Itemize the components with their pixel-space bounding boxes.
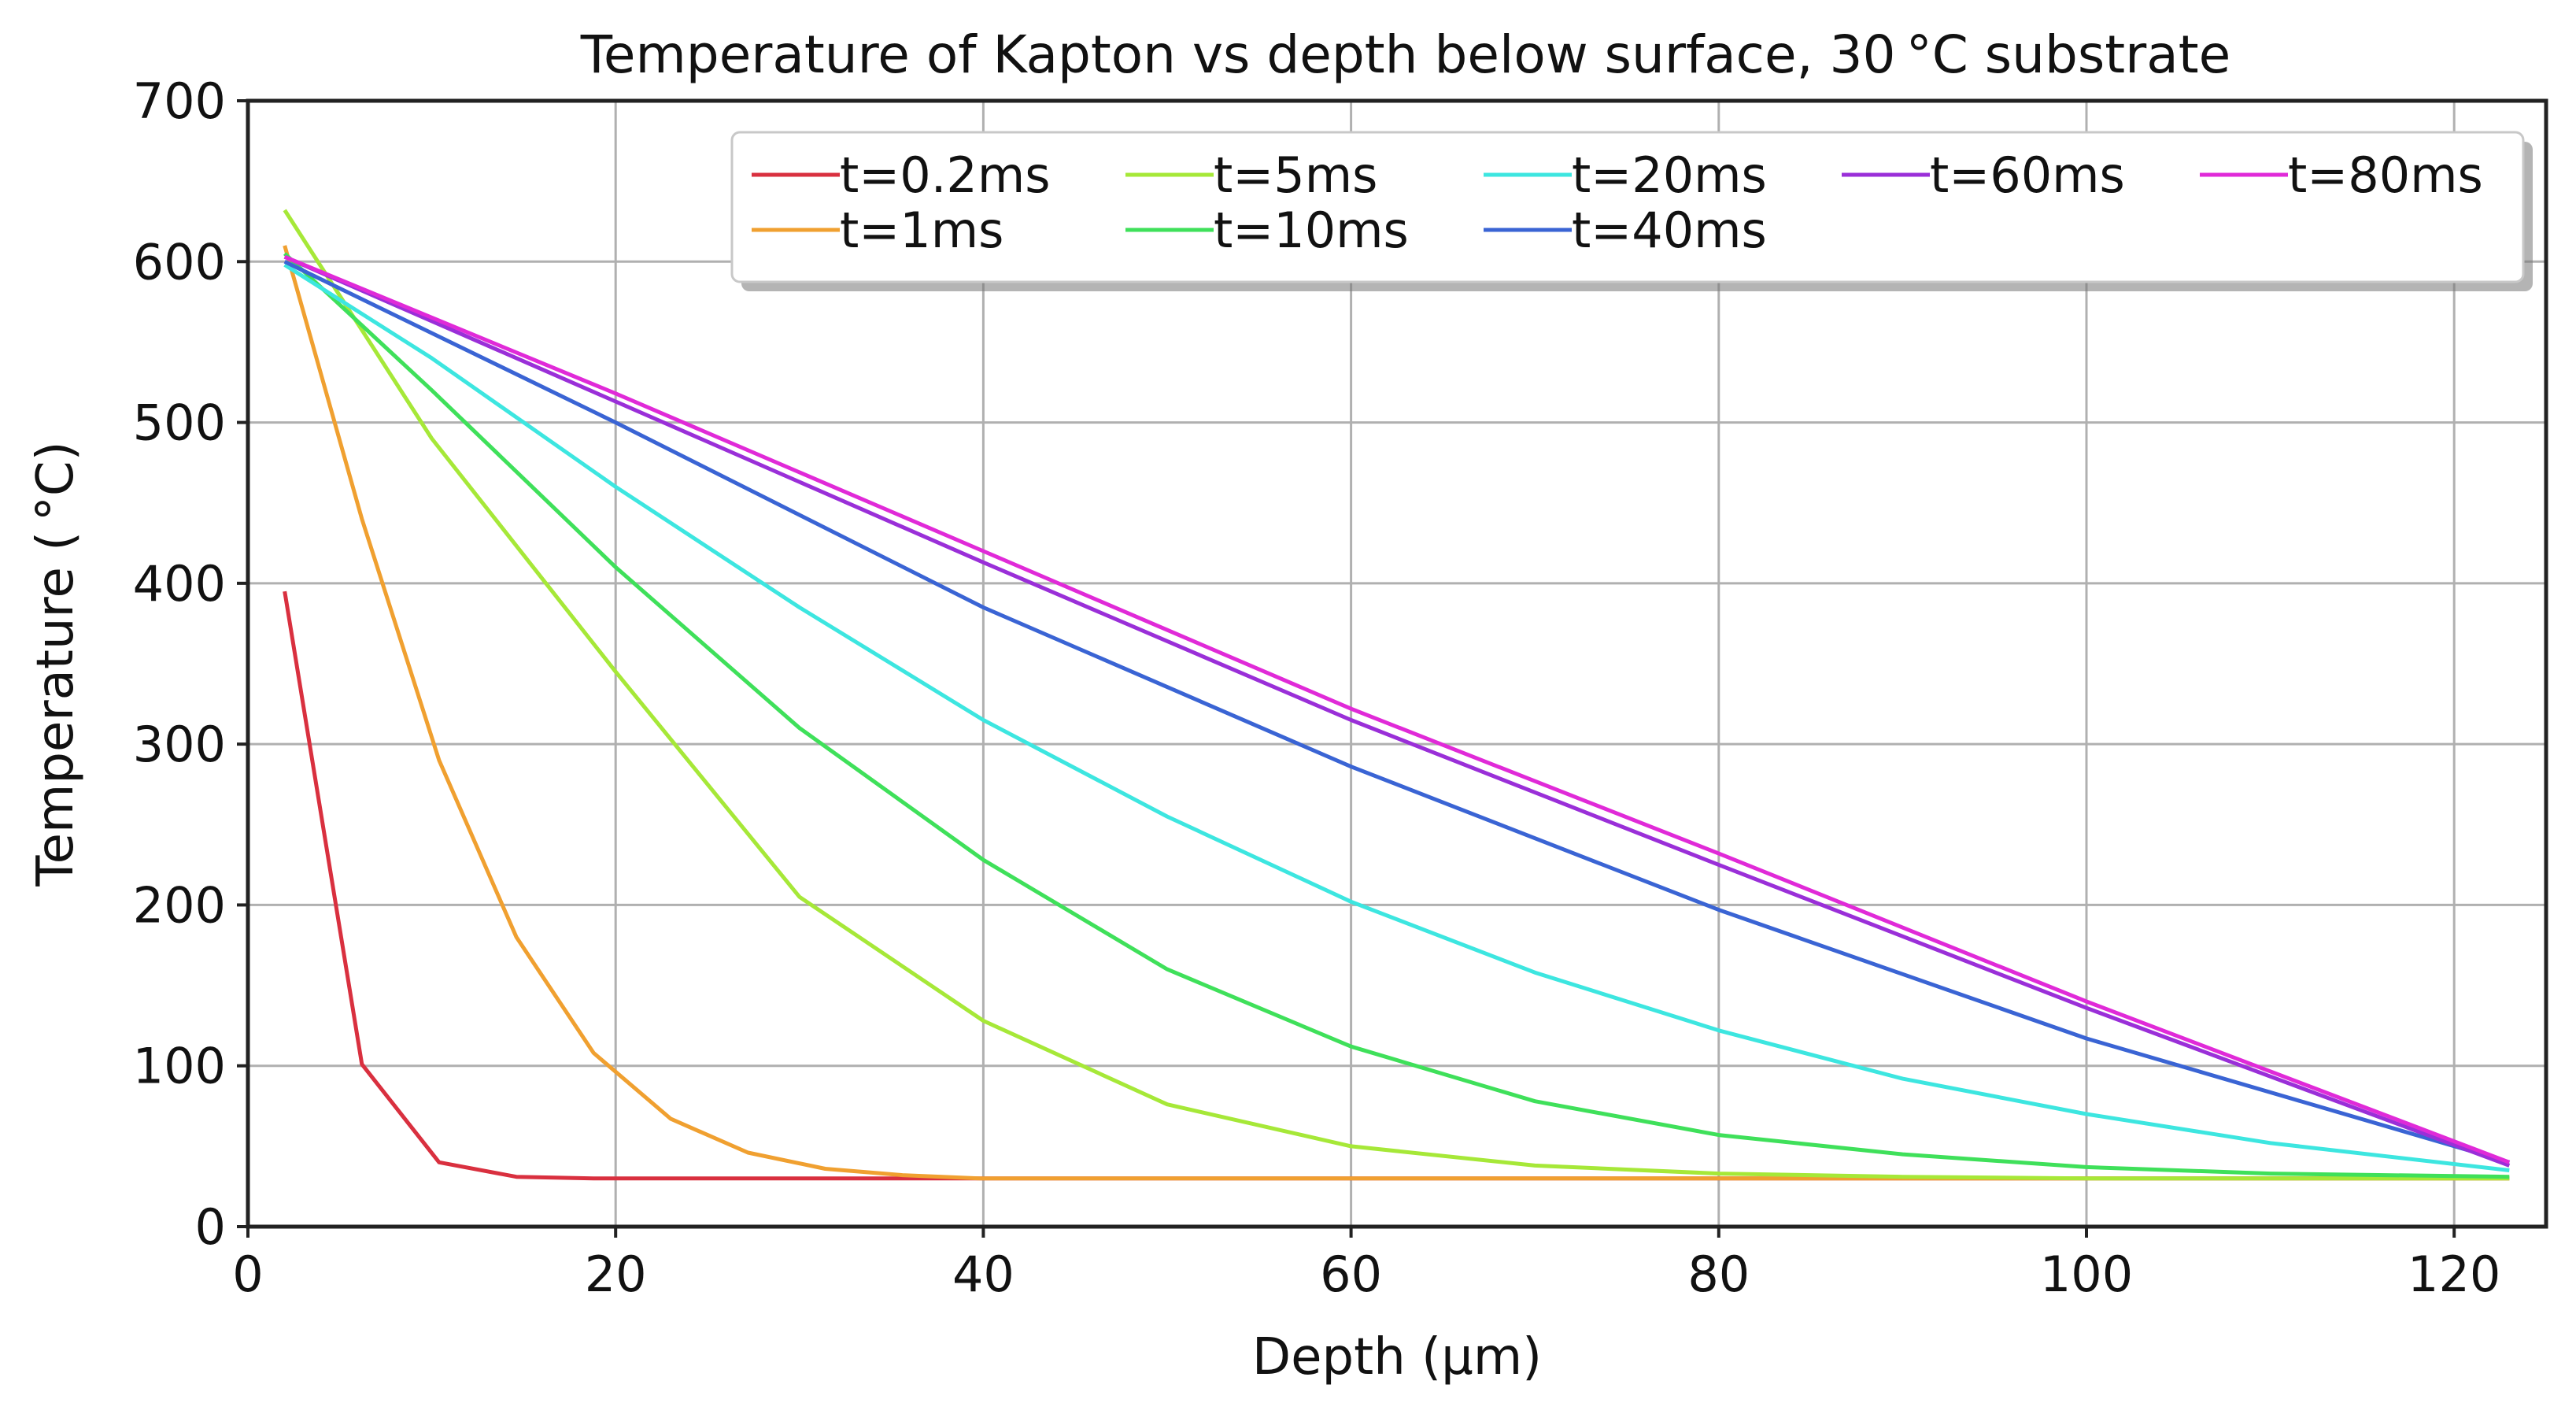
series-line-t-20ms xyxy=(283,263,2510,1172)
x-axis-label: Depth (μm) xyxy=(1252,1328,1542,1386)
x-tick-label: 60 xyxy=(1320,1246,1382,1303)
x-tick-label: 100 xyxy=(2040,1246,2133,1303)
series-line-t-1ms xyxy=(283,245,2510,1181)
legend-label: t=60ms xyxy=(1930,146,2125,204)
chart-title: Temperature of Kapton vs depth below sur… xyxy=(580,24,2230,85)
y-tick-label: 700 xyxy=(133,72,226,130)
x-tick-label: 80 xyxy=(1687,1246,1750,1303)
legend-box xyxy=(730,131,2525,283)
y-tick-label: 0 xyxy=(195,1198,226,1256)
legend-label: t=1ms xyxy=(840,202,1003,259)
legend-label: t=10ms xyxy=(1214,202,1409,259)
series-line-t-0-2ms xyxy=(283,590,2510,1181)
x-ticks: 0 20 40 60 80 100 120 xyxy=(232,1227,2500,1303)
legend-label: t=0.2ms xyxy=(840,146,1051,204)
y-tick-label: 400 xyxy=(133,555,226,613)
legend-label: t=40ms xyxy=(1572,202,1767,259)
y-tick-label: 100 xyxy=(133,1038,226,1095)
series-lines xyxy=(283,209,2511,1181)
x-tick-label: 120 xyxy=(2408,1246,2500,1303)
series-line-t-10ms xyxy=(283,252,2510,1179)
series-line-t-80ms xyxy=(283,254,2511,1164)
plot-frame xyxy=(246,98,2548,1229)
y-axis-label: Temperature ( °C) xyxy=(27,441,85,887)
legend-label: t=5ms xyxy=(1214,146,1377,204)
x-tick-label: 0 xyxy=(232,1246,263,1303)
legend-label: t=80ms xyxy=(2288,146,2483,204)
x-tick-label: 20 xyxy=(585,1246,647,1303)
y-tick-label: 500 xyxy=(133,394,226,452)
series-line-t-60ms xyxy=(283,254,2511,1168)
y-tick-label: 600 xyxy=(133,233,226,291)
legend-label: t=20ms xyxy=(1572,146,1767,204)
x-tick-label: 40 xyxy=(952,1246,1015,1303)
series-line-t-40ms xyxy=(283,260,2511,1164)
y-ticks: 0 100 200 300 400 500 600 700 xyxy=(133,72,248,1256)
series-line-t-5ms xyxy=(283,209,2510,1181)
y-tick-label: 300 xyxy=(133,716,226,773)
y-tick-label: 200 xyxy=(133,876,226,934)
